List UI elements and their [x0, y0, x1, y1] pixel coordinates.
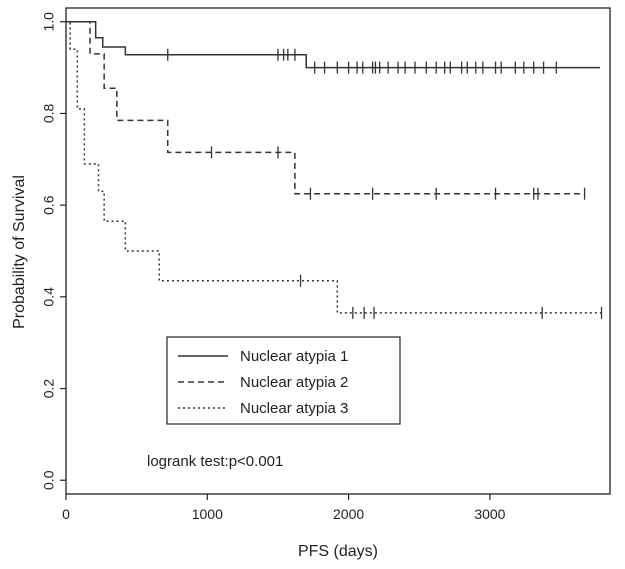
x-tick-label: 0	[62, 506, 70, 522]
series-line-1	[66, 21, 601, 69]
y-axis: 0.0 0.2 0.4 0.6 0.8 1.0	[41, 12, 66, 490]
plot-frame	[65, 7, 611, 495]
legend-label-1: Nuclear atypia 1	[240, 348, 348, 365]
y-tick-label: 1.0	[41, 12, 57, 32]
legend-label-2: Nuclear atypia 2	[240, 374, 348, 391]
legend-box	[166, 336, 401, 425]
y-tick-label: 0.8	[41, 104, 57, 124]
y-tick-label: 0.4	[41, 287, 57, 307]
legend: Nuclear atypia 1 Nuclear atypia 2 Nuclea…	[166, 336, 401, 425]
x-tick-label: 1000	[192, 506, 223, 522]
series-line-2	[66, 21, 585, 195]
x-tick-label: 2000	[333, 506, 364, 522]
legend-label-3: Nuclear atypia 3	[240, 400, 348, 417]
x-axis-label: PFS (days)	[298, 543, 378, 560]
y-tick-label: 0.2	[41, 379, 57, 399]
y-axis-label: Probability of Survival	[11, 175, 28, 329]
series-line-3	[66, 21, 602, 314]
x-axis: 0 1000 2000 3000	[62, 494, 506, 522]
logrank-annotation: logrank test:p<0.001	[147, 453, 283, 470]
series-layer	[66, 21, 603, 319]
x-tick-label: 3000	[474, 506, 505, 522]
y-tick-label: 0.6	[41, 195, 57, 215]
y-tick-label: 0.0	[41, 470, 57, 490]
